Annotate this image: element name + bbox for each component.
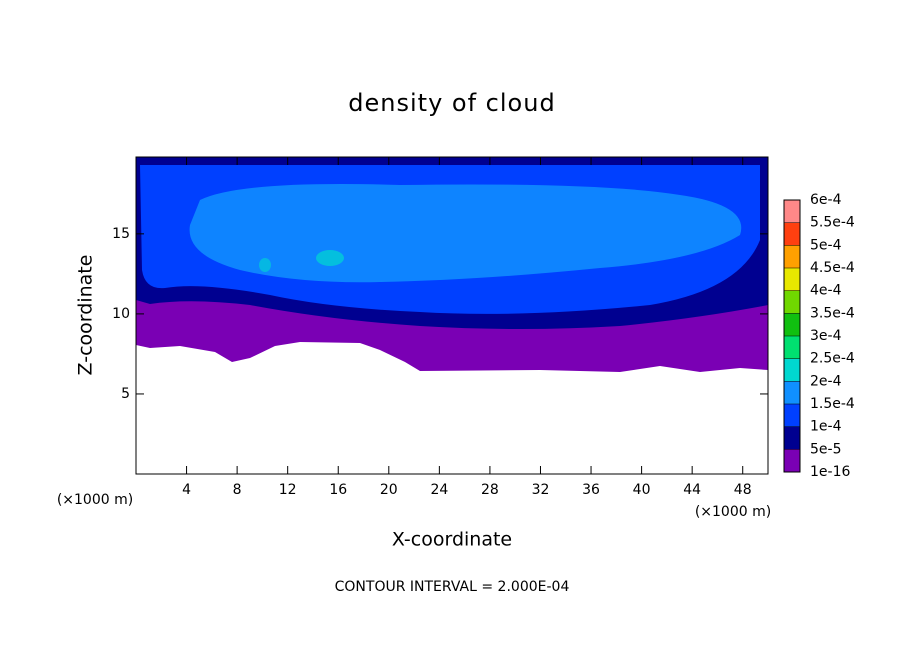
x-tick-label: 4 [182, 482, 191, 498]
plot-frame [135, 156, 769, 475]
chart-title: density of cloud [348, 89, 555, 117]
colorbar-label: 5e-4 [810, 237, 842, 253]
colorbar-band [784, 245, 800, 268]
x-unit-left: (×1000 m) [57, 492, 133, 508]
region-band-4 [316, 250, 344, 266]
y-axis-label: Z-coordinate [75, 255, 97, 376]
colorbar-label: 6e-4 [810, 192, 842, 208]
colorbar-label: 1e-16 [810, 464, 850, 480]
colorbar-band [784, 222, 800, 246]
colorbar-label: 5.5e-4 [810, 215, 855, 231]
colorbar-band [784, 268, 800, 291]
colorbar-band [784, 290, 800, 314]
colorbar-label: 1.5e-4 [810, 396, 855, 412]
colorbar-band [784, 404, 800, 427]
y-tick-label: 10 [112, 306, 130, 322]
colorbar-band [784, 426, 800, 450]
colorbar-label: 5e-5 [810, 441, 841, 457]
x-tick-label: 24 [430, 482, 448, 498]
y-tick-label: 15 [112, 226, 130, 242]
colorbar-band [784, 336, 800, 359]
colorbar-label: 3.5e-4 [810, 305, 855, 321]
colorbar-label: 2e-4 [810, 373, 842, 389]
colorbar-label: 2.5e-4 [810, 351, 855, 367]
x-tick-label: 36 [582, 482, 600, 498]
colorbar-label: 4.5e-4 [810, 260, 855, 276]
region-band-4 [259, 258, 271, 272]
y-tick-label: 5 [121, 386, 130, 402]
colorbar-label: 4e-4 [810, 283, 842, 299]
colorbar-band [784, 200, 800, 223]
region-gap [290, 345, 375, 360]
x-tick-label: 44 [683, 482, 701, 498]
x-tick-label: 32 [532, 482, 550, 498]
x-tick-label: 48 [734, 482, 752, 498]
contour-field [136, 157, 768, 372]
x-tick-label: 20 [380, 482, 398, 498]
x-tick-label: 12 [279, 482, 297, 498]
x-tick-label: 8 [233, 482, 242, 498]
colorbar-label: 1e-4 [810, 419, 842, 435]
x-tick-label: 40 [633, 482, 651, 498]
colorbar-band [784, 381, 800, 404]
colorbar-band [784, 449, 800, 472]
x-axis-label: X-coordinate [392, 529, 512, 551]
colorbar-band [784, 313, 800, 336]
x-tick-label: 16 [329, 482, 347, 498]
x-tick-label: 28 [481, 482, 499, 498]
colorbar-label: 3e-4 [810, 328, 842, 344]
colorbar-band [784, 358, 800, 382]
annotation: CONTOUR INTERVAL = 2.000E-04 [335, 579, 570, 595]
x-unit-right: (×1000 m) [695, 504, 771, 520]
